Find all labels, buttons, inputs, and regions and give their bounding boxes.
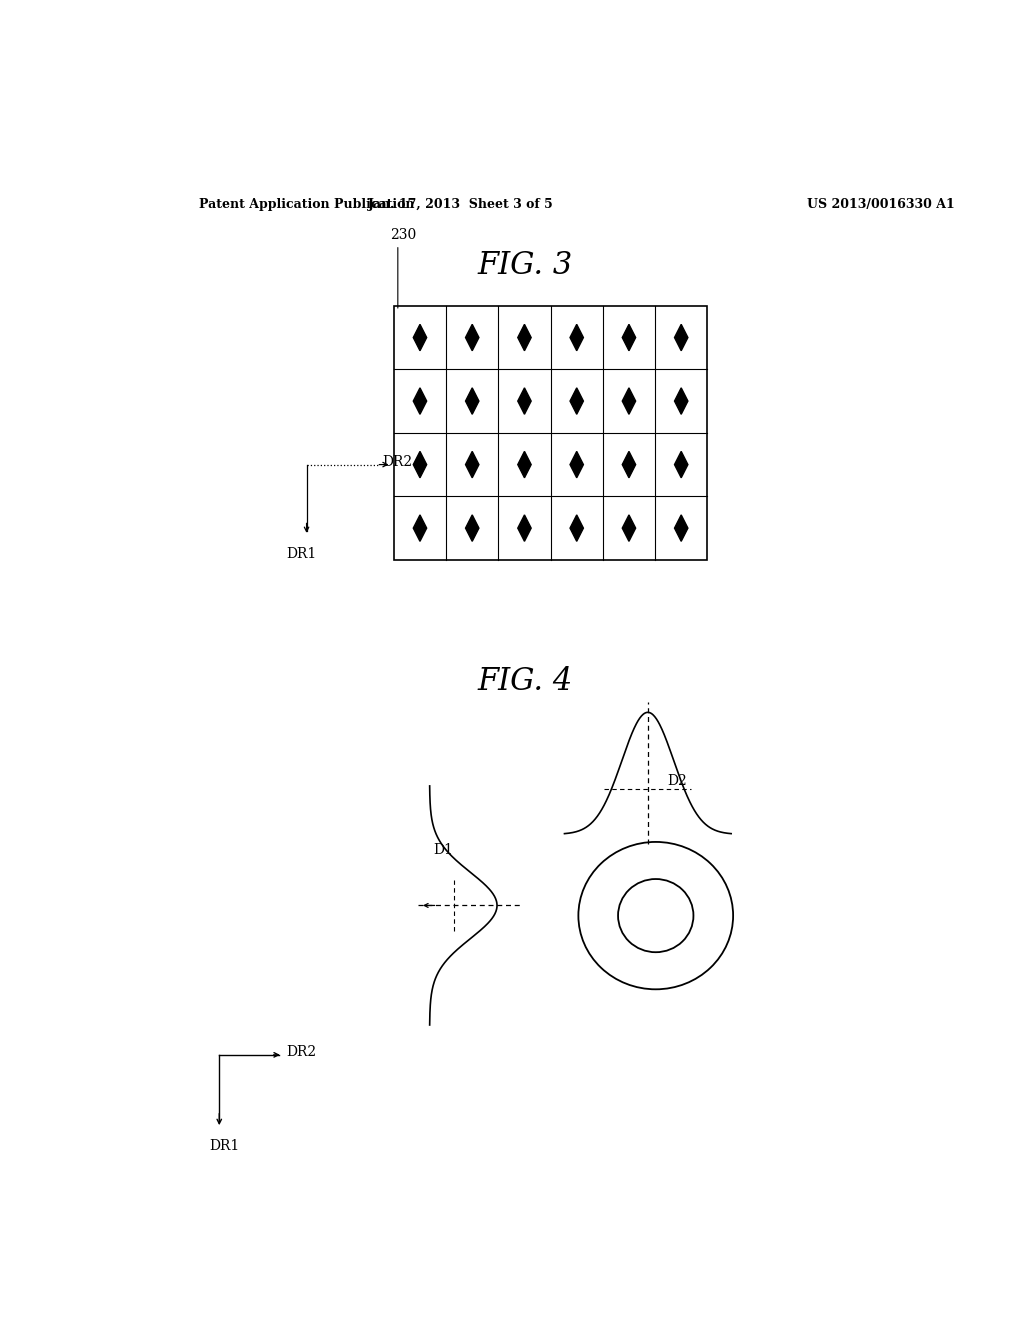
Polygon shape xyxy=(518,515,531,541)
Text: US 2013/0016330 A1: US 2013/0016330 A1 xyxy=(807,198,954,211)
Polygon shape xyxy=(466,388,479,414)
Polygon shape xyxy=(675,451,688,478)
Polygon shape xyxy=(414,388,427,414)
Text: FIG. 4: FIG. 4 xyxy=(477,667,572,697)
Polygon shape xyxy=(675,515,688,541)
Text: 230: 230 xyxy=(390,228,416,242)
Polygon shape xyxy=(570,388,584,414)
Polygon shape xyxy=(570,515,584,541)
Polygon shape xyxy=(518,388,531,414)
Text: D2: D2 xyxy=(668,775,687,788)
Bar xyxy=(394,306,708,560)
Polygon shape xyxy=(414,515,427,541)
Text: DR2: DR2 xyxy=(382,454,412,469)
Polygon shape xyxy=(623,325,636,351)
Text: DR1: DR1 xyxy=(210,1139,240,1154)
Text: Patent Application Publication: Patent Application Publication xyxy=(200,198,415,211)
Text: DR2: DR2 xyxy=(287,1045,316,1059)
Text: DR1: DR1 xyxy=(287,546,317,561)
Polygon shape xyxy=(570,451,584,478)
Polygon shape xyxy=(518,451,531,478)
Polygon shape xyxy=(466,451,479,478)
Polygon shape xyxy=(414,325,427,351)
Polygon shape xyxy=(518,325,531,351)
Text: Jan. 17, 2013  Sheet 3 of 5: Jan. 17, 2013 Sheet 3 of 5 xyxy=(369,198,554,211)
Ellipse shape xyxy=(618,879,693,952)
Polygon shape xyxy=(623,388,636,414)
Polygon shape xyxy=(570,325,584,351)
Polygon shape xyxy=(414,451,427,478)
Text: FIG. 3: FIG. 3 xyxy=(477,249,572,281)
Polygon shape xyxy=(623,451,636,478)
Polygon shape xyxy=(466,325,479,351)
Text: D1: D1 xyxy=(433,842,454,857)
Polygon shape xyxy=(623,515,636,541)
Polygon shape xyxy=(466,515,479,541)
Ellipse shape xyxy=(579,842,733,989)
Polygon shape xyxy=(675,388,688,414)
Polygon shape xyxy=(675,325,688,351)
